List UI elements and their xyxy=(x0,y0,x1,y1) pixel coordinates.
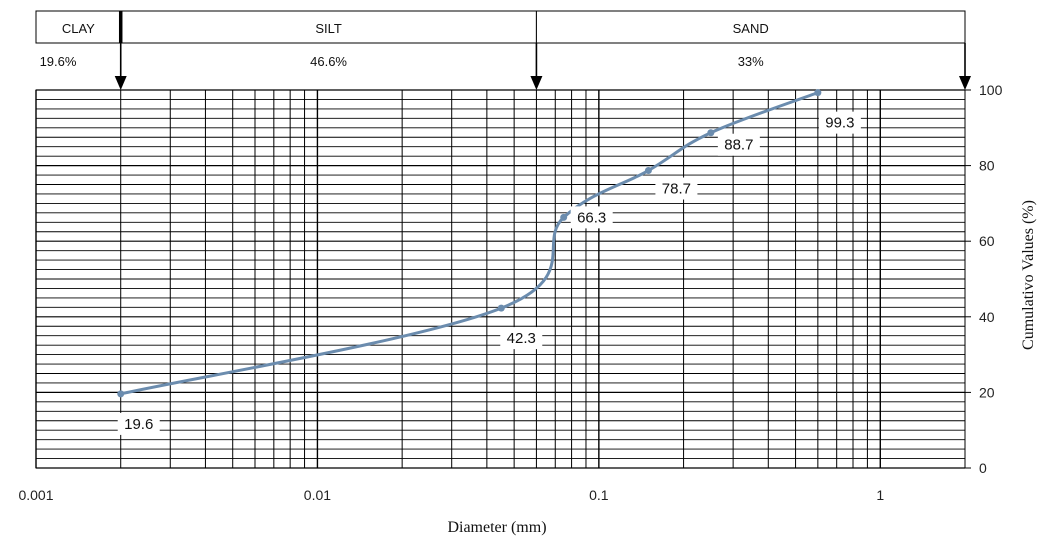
y-tick-label: 20 xyxy=(979,384,995,400)
y-tick-label: 40 xyxy=(979,309,995,325)
boundary-arrow-head xyxy=(959,76,971,90)
zone-percent-clay: 19.6% xyxy=(40,54,77,69)
zone-percent-sand: 33% xyxy=(738,54,764,69)
y-tick-label: 100 xyxy=(979,82,1003,98)
y-axis-label: Cumulativo Values (%) xyxy=(1020,200,1037,350)
soil-classification-header: CLAY 19.6% SILT 46.6% SAND 33% xyxy=(36,11,965,69)
y-tick-label: 80 xyxy=(979,158,995,174)
data-point xyxy=(117,390,124,397)
boundary-arrows xyxy=(115,43,971,90)
zone-name-clay: CLAY xyxy=(62,21,95,36)
data-label: 99.3 xyxy=(825,115,854,132)
x-tick-label: 0.1 xyxy=(589,487,609,503)
data-label: 88.7 xyxy=(724,137,753,154)
data-label: 78.7 xyxy=(662,181,691,198)
data-label: 42.3 xyxy=(507,330,536,347)
data-point xyxy=(560,214,567,221)
data-label: 66.3 xyxy=(577,209,606,226)
y-tick-label: 0 xyxy=(979,460,987,476)
series-line xyxy=(121,93,818,394)
y-tick-label: 60 xyxy=(979,233,995,249)
data-point xyxy=(498,305,505,312)
x-axis-label: Diameter (mm) xyxy=(447,519,546,536)
x-tick-label: 0.001 xyxy=(18,487,53,503)
data-point xyxy=(645,167,652,174)
zone-percent-silt: 46.6% xyxy=(310,54,347,69)
x-tick-label: 0.01 xyxy=(304,487,331,503)
data-point xyxy=(814,89,821,96)
plot-grid xyxy=(36,90,965,468)
zone-name-sand: SAND xyxy=(733,21,769,36)
boundary-arrow-head xyxy=(530,76,542,90)
zone-name-silt: SILT xyxy=(315,21,342,36)
data-label: 19.6 xyxy=(124,416,153,433)
data-point xyxy=(707,129,714,136)
boundary-arrow-head xyxy=(115,76,127,90)
x-tick-label: 1 xyxy=(876,487,884,503)
